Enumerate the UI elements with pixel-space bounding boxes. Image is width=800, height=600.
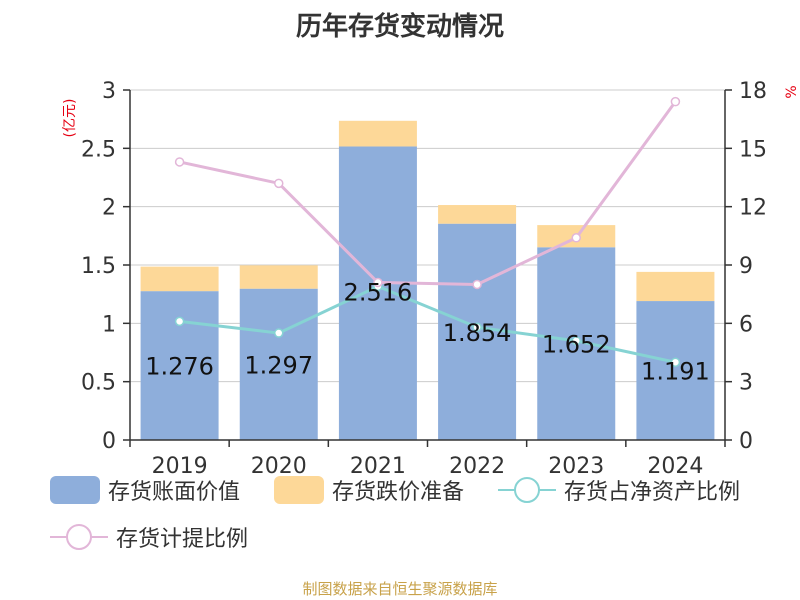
right-axis-tick-label: 15 [739,137,767,162]
bar-provision [239,265,318,289]
line-point [472,322,482,332]
line-point [174,157,185,167]
legend-item[interactable]: 存货计提比例 [50,521,248,553]
line-ratio-net-assets [179,284,676,364]
data-label: 1.191 [641,358,710,386]
line-point [571,336,581,346]
legend-item[interactable]: 存货账面价值 [50,474,240,506]
left-axis-tick-label: 3 [102,79,116,104]
line-point [472,279,482,290]
line-point [670,96,681,107]
x-axis-tick-label: 2022 [449,454,505,479]
left-axis-tick-label: 2.5 [81,137,116,162]
bar-book-value [338,146,417,440]
left-axis-tick-label: 1.5 [81,254,116,279]
left-axis-tick-label: 0 [102,429,116,454]
bar-provision [140,266,219,292]
data-label: 1.297 [244,351,313,379]
line-provision-ratio [179,100,677,286]
line-point [571,233,581,243]
legend-line-marker [50,523,108,551]
legend-swatch [274,476,324,504]
data-label: 1.276 [145,353,214,381]
legend-item[interactable]: 存货占净资产比例 [498,474,740,506]
left-axis-tick-label: 0.5 [81,371,116,396]
bar-book-value [636,301,715,440]
x-axis-tick-label: 2023 [548,454,604,479]
line-point [373,277,383,288]
right-axis-tick-label: 18 [739,79,767,104]
legend-label: 存货计提比例 [116,527,249,552]
data-label: 2.516 [344,278,413,306]
left-axis-unit-label: (亿元) [62,99,78,138]
line-point [174,316,185,327]
x-axis-tick-label: 2024 [647,454,703,479]
legend-line-marker [498,476,556,504]
line-point [274,178,284,189]
legend-label: 存货占净资产比例 [564,480,741,505]
right-axis-tick-label: 3 [739,371,753,396]
bar-provision [438,205,517,224]
left-axis-tick-label: 1 [102,312,116,337]
right-axis-tick-label: 9 [739,254,753,279]
left-axis-tick-label: 2 [102,196,116,221]
legend-item[interactable]: 存货跌价准备 [274,474,464,506]
x-axis-tick-label: 2020 [251,454,307,479]
bar-book-value [239,288,318,440]
x-axis-tick-label: 2019 [152,454,208,479]
bar-provision [636,271,715,302]
chart-title: 历年存货变动情况 [295,12,504,42]
right-axis-tick-label: 6 [739,312,753,337]
right-axis-tick-label: 0 [739,429,753,454]
right-axis-unit-label: % [784,85,800,98]
legend-swatch [50,476,100,504]
data-label: 1.652 [542,331,611,359]
data-label: 1.854 [443,319,512,347]
line-point [670,357,681,367]
right-axis-tick-label: 12 [739,196,767,221]
legend-label: 存货账面价值 [108,480,241,505]
x-axis-tick-label: 2021 [350,454,406,479]
source-note: 制图数据来自恒生聚源数据库 [302,580,498,598]
legend-label: 存货跌价准备 [332,480,465,505]
bar-provision [338,120,417,147]
bar-book-value [140,291,219,440]
line-point [274,328,284,338]
